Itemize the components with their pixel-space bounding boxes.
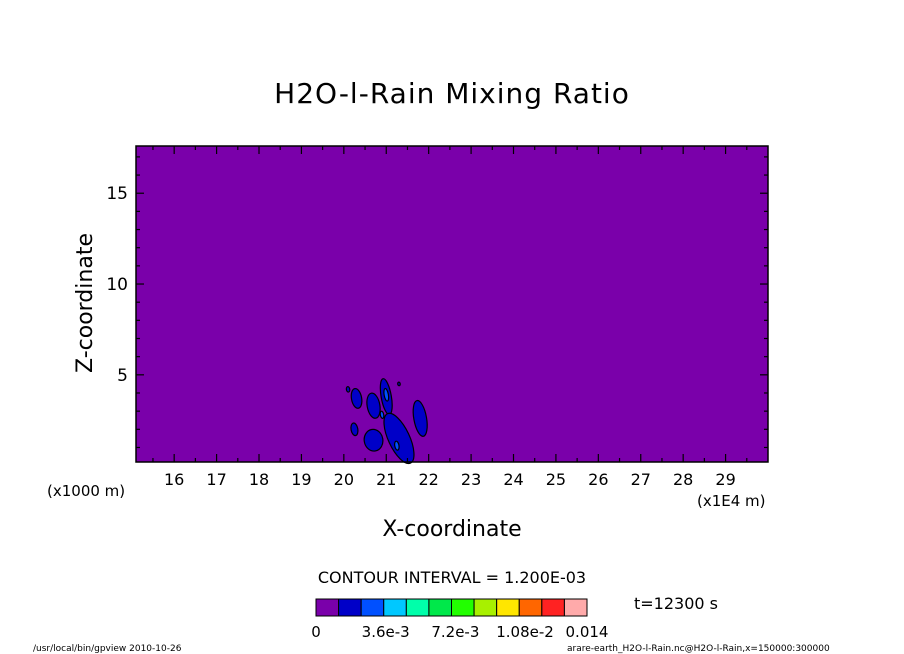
contour-region bbox=[383, 412, 415, 465]
colorbar-swatch bbox=[383, 598, 407, 617]
colorbar-tick-label: 0.014 bbox=[566, 623, 609, 641]
colorbar-swatch bbox=[473, 598, 498, 617]
colorbar-swatch bbox=[563, 598, 588, 617]
colorbar-swatch bbox=[315, 598, 340, 617]
plot-background bbox=[136, 146, 768, 462]
y-tick-label: 5 bbox=[117, 366, 128, 386]
y-axis-label: Z-coordinate bbox=[73, 233, 98, 373]
plot-frame bbox=[135, 145, 769, 463]
time-label: t=12300 s bbox=[634, 594, 718, 613]
y-tick-label: 15 bbox=[106, 184, 128, 204]
colorbar-swatch bbox=[518, 598, 543, 617]
contour-region bbox=[366, 392, 381, 419]
x-tick-label: 21 bbox=[376, 470, 396, 489]
colorbar-swatch bbox=[428, 598, 452, 617]
colorbar-swatch bbox=[338, 598, 362, 617]
colorbar-tick-label: 7.2e-3 bbox=[431, 623, 479, 641]
contour-region bbox=[345, 386, 351, 393]
x-tick-label: 16 bbox=[164, 470, 184, 489]
y-tick-label: 10 bbox=[106, 275, 128, 295]
contour-interval-label: CONTOUR INTERVAL = 1.200E-03 bbox=[318, 568, 586, 587]
axes-frame: 16 17 18 19 20 21 22 23 24 25 26 27 28 29 5 10 15 bbox=[106, 145, 769, 489]
colorbar: 0 3.6e-3 7.2e-3 1.08e-2 0.014 bbox=[311, 598, 609, 641]
colorbar-swatch bbox=[541, 598, 565, 617]
x-tick-label: 28 bbox=[673, 470, 693, 489]
x-tick-label: 18 bbox=[249, 470, 269, 489]
x-axis-label: X-coordinate bbox=[382, 517, 521, 542]
footer-right: arare-earth_H2O-l-Rain.nc@H2O-l-Rain,x=1… bbox=[567, 644, 830, 654]
x-unit-left-label: (x1000 m) bbox=[47, 482, 125, 500]
contour-region bbox=[379, 410, 385, 419]
contour-region bbox=[394, 440, 400, 451]
x-tick-label: 23 bbox=[461, 470, 481, 489]
x-tick-label: 26 bbox=[588, 470, 608, 489]
x-tick-label: 17 bbox=[206, 470, 226, 489]
x-tick-label: 27 bbox=[631, 470, 651, 489]
footer-left: /usr/local/bin/gpview 2010-10-26 bbox=[33, 644, 182, 654]
contour-region bbox=[363, 428, 384, 452]
chart-title: H2O-l-Rain Mixing Ratio bbox=[274, 77, 630, 110]
contour-region bbox=[412, 399, 428, 437]
x-tick-label: 19 bbox=[291, 470, 311, 489]
colorbar-tick-label: 0 bbox=[311, 623, 321, 641]
colorbar-tick-label: 3.6e-3 bbox=[362, 623, 410, 641]
colorbar-swatch bbox=[405, 598, 430, 617]
colorbar-swatch bbox=[451, 598, 475, 617]
contour-region bbox=[383, 387, 390, 402]
colorbar-swatch bbox=[360, 598, 385, 617]
colorbar-swatch bbox=[496, 598, 520, 617]
x-tick-label: 29 bbox=[715, 470, 735, 489]
x-tick-label: 25 bbox=[546, 470, 566, 489]
x-unit-right-label: (x1E4 m) bbox=[697, 492, 766, 510]
plot-area bbox=[136, 146, 768, 462]
colorbar-tick-label: 1.08e-2 bbox=[496, 623, 554, 641]
x-tick-label: 20 bbox=[334, 470, 354, 489]
x-tick-label: 24 bbox=[503, 470, 523, 489]
x-tick-label: 22 bbox=[418, 470, 438, 489]
contour-region bbox=[350, 387, 363, 409]
contour-regions bbox=[345, 378, 428, 465]
contour-region bbox=[350, 422, 359, 437]
contour-region bbox=[397, 381, 401, 387]
